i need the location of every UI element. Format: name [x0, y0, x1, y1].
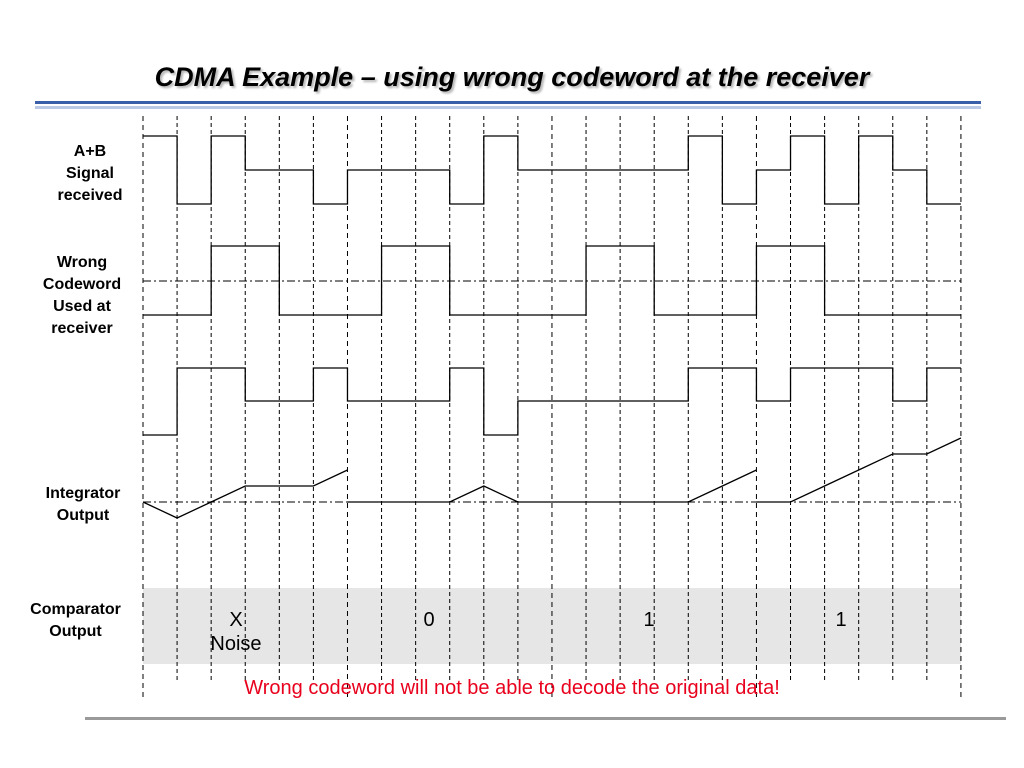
comparator-value: X	[229, 609, 243, 631]
comparator-value-block-4: 1	[801, 608, 881, 632]
codeword-label-line: Wrong	[56, 254, 108, 271]
codeword-label: Wrong Codeword Used at receiver	[27, 252, 137, 340]
signal-label-line: received	[57, 187, 123, 204]
signal-label-line: A+B	[73, 143, 107, 160]
integrator-ramp	[756, 437, 962, 503]
slide-title: CDMA Example – using wrong codeword at t…	[154, 62, 870, 92]
comparator-value-block-2: 0	[389, 608, 469, 632]
integrator-ramp	[551, 469, 757, 503]
codeword-label-line: Used at	[53, 298, 111, 315]
integrator-ramp	[347, 485, 552, 503]
comparator-value-block-1: X Noise	[196, 608, 276, 656]
comparator-value: 1	[643, 609, 655, 631]
comparator-value-block-3: 1	[609, 608, 689, 632]
title-underline-light	[35, 106, 981, 109]
comparator-label: Comparator Output	[18, 599, 133, 643]
codeword-waveform	[143, 245, 961, 316]
warning-note: Wrong codeword will not be able to decod…	[244, 677, 780, 699]
comparator-note: Noise	[210, 633, 262, 655]
integrator-ramp	[142, 469, 348, 519]
product-waveform	[143, 367, 961, 436]
codeword-label-line: receiver	[51, 320, 113, 337]
comparator-value: 0	[423, 609, 435, 631]
integrator-label: Integrator Output	[28, 483, 138, 527]
comparator-value: 1	[835, 609, 847, 631]
integrator-label-line: Integrator	[45, 485, 121, 502]
title-underline	[35, 101, 981, 104]
bottom-rule	[85, 717, 1006, 720]
codeword-label-line: Codeword	[42, 276, 122, 293]
comparator-label-line: Output	[49, 623, 102, 640]
signal-label-line: Signal	[65, 165, 114, 182]
integrator-label-line: Output	[56, 507, 110, 524]
signal-waveform	[143, 135, 961, 205]
comparator-label-line: Comparator	[30, 601, 121, 618]
signal-label: A+B Signal received	[40, 141, 140, 207]
